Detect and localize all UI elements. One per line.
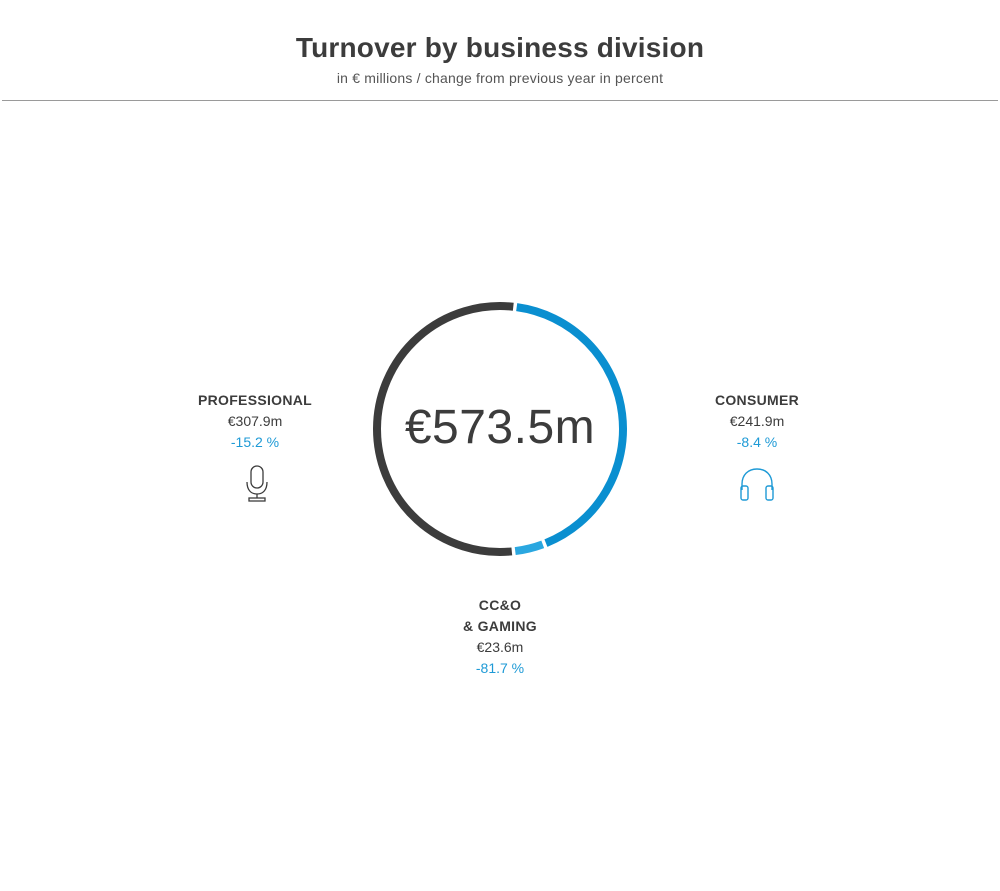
headphones-icon <box>740 468 774 501</box>
donut-segment-consumer <box>516 303 627 547</box>
header-divider <box>2 100 998 101</box>
professional-name: PROFESSIONAL <box>197 392 313 408</box>
donut-segment-professional <box>373 302 514 556</box>
consumer-name: CONSUMER <box>714 392 800 408</box>
donut-total-value: €573.5m <box>404 401 596 454</box>
chart-title: Turnover by business division <box>295 32 705 63</box>
consumer-change: -8.4 % <box>736 434 778 450</box>
professional-label-group: PROFESSIONAL €307.9m -15.2 % <box>155 390 355 453</box>
ccog-label-group: CC&O & GAMING €23.6m -81.7 % <box>400 595 600 679</box>
chart-subtitle: in € millions / change from previous yea… <box>336 70 664 86</box>
ccog-name-line1: CC&O <box>478 597 522 613</box>
consumer-value: €241.9m <box>729 413 785 429</box>
donut-segment-ccog <box>514 540 545 556</box>
consumer-label-group: CONSUMER €241.9m -8.4 % <box>657 390 857 453</box>
professional-change: -15.2 % <box>230 434 280 450</box>
ccog-value: €23.6m <box>476 639 524 655</box>
microphone-icon <box>246 465 268 502</box>
professional-value: €307.9m <box>227 413 283 429</box>
ccog-change: -81.7 % <box>475 660 525 676</box>
ccog-name-line2: & GAMING <box>463 618 537 634</box>
